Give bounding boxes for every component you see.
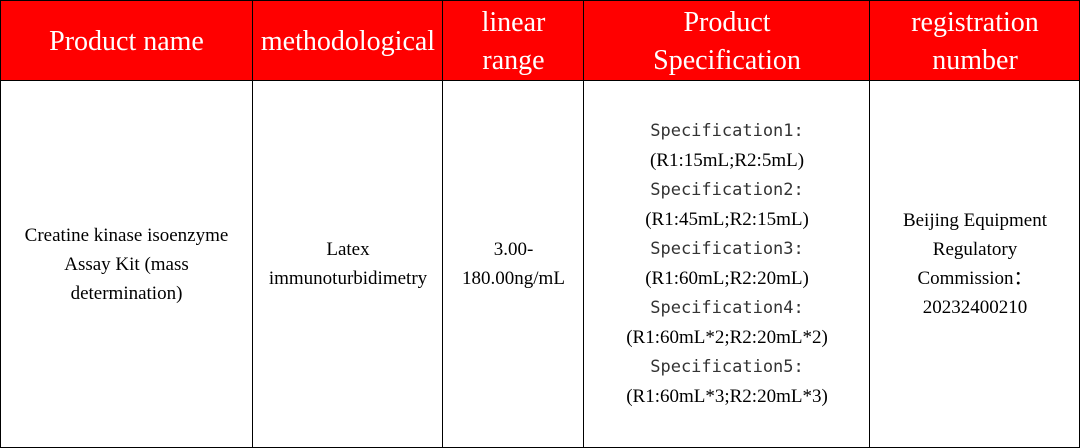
spec-value: (R1:60mL*3;R2:20mL*3) [626,386,828,407]
spec-label: Specification1: [650,120,804,141]
cell-methodological: Latex immunoturbidimetry [268,239,428,289]
column-divider [442,0,443,448]
cell-registration-number: Beijing Equipment Regulatory Commission：… [902,210,1048,318]
spec-value: (R1:60mL;R2:20mL) [645,268,809,289]
column-divider [0,0,1,448]
column-divider [869,0,870,448]
column-divider [252,0,253,448]
spec-label: Specification4: [650,297,804,318]
header-product-name: Product name [49,25,204,57]
spec-label: Specification2: [650,179,804,200]
cell-product-name: Creatine kinase isoenzyme Assay Kit (mas… [24,224,229,304]
header-product-specification: Product Specification [653,6,801,76]
spec-value: (R1:45mL;R2:15mL) [645,209,809,230]
table-header-row: Product name methodological linear range… [0,0,1080,81]
table-row: Creatine kinase isoenzyme Assay Kit (mas… [0,81,1080,448]
spec-label: Specification5: [650,356,804,377]
header-registration-number: registration number [911,6,1039,76]
cell-product-specification: Specification1: (R1:15mL;R2:5mL) Specifi… [584,81,870,447]
cell-linear-range: 3.00- 180.00ng/mL [462,239,565,289]
spec-value: (R1:15mL;R2:5mL) [649,150,805,171]
header-linear-range: linear range [481,6,546,76]
spec-value: (R1:60mL*2;R2:20mL*2) [626,327,828,348]
column-divider [583,0,584,448]
spec-label: Specification3: [650,238,804,259]
header-methodological: methodological [260,25,436,57]
